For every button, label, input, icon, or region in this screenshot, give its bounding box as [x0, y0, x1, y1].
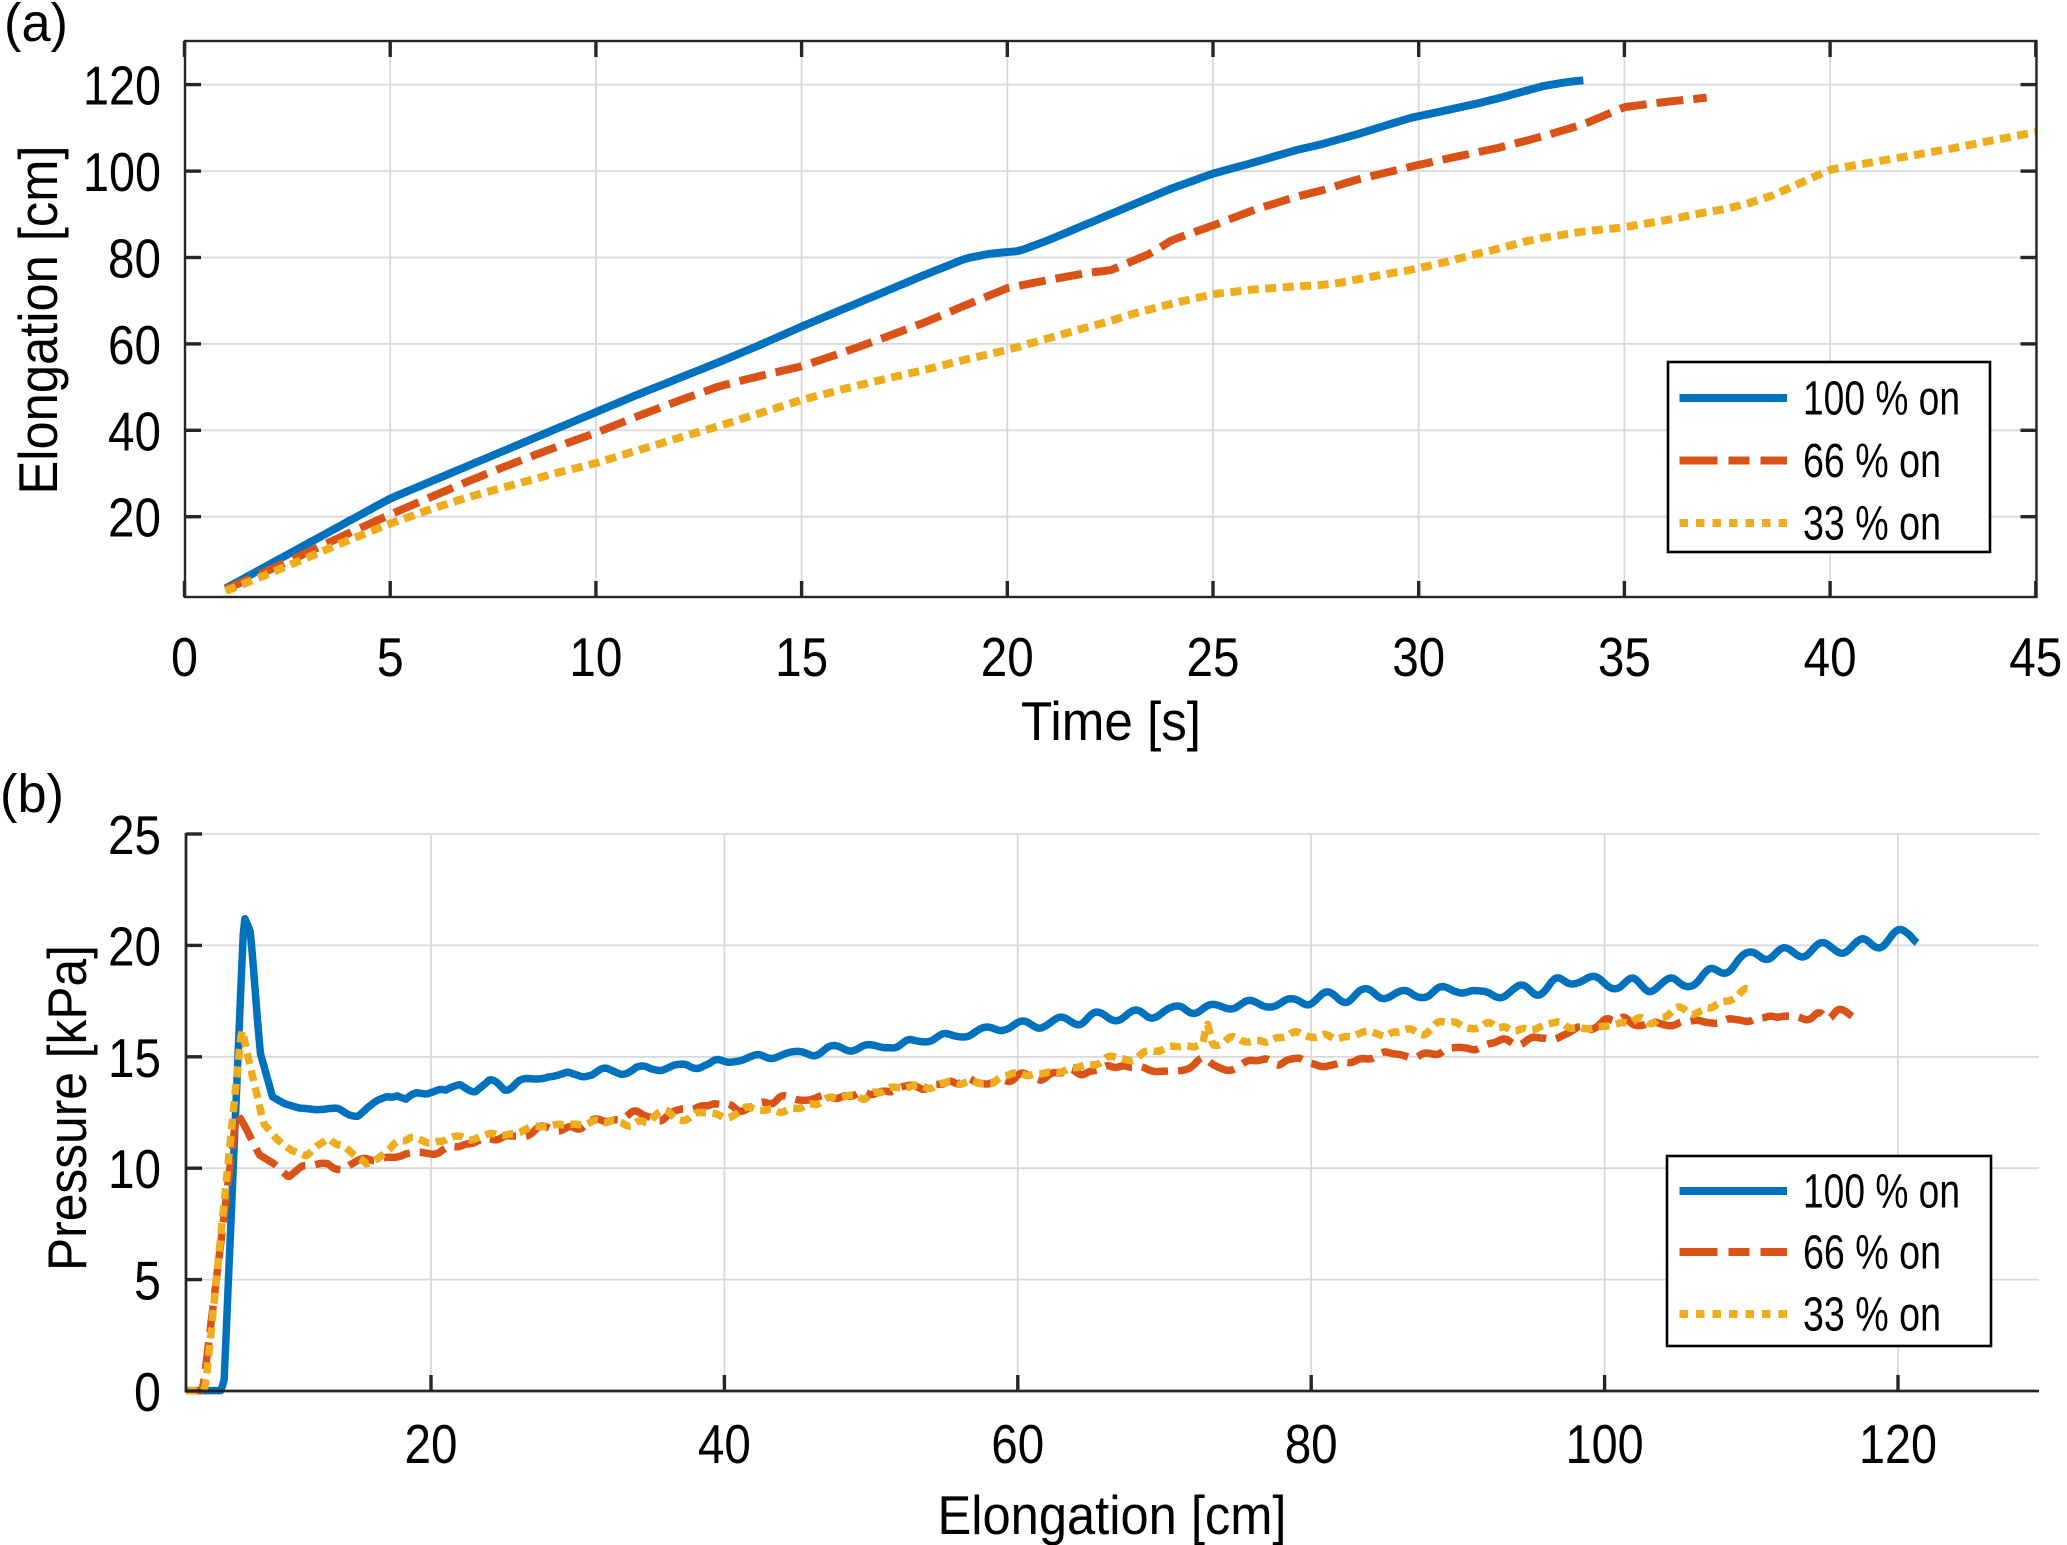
svg-text:45: 45: [2009, 626, 2062, 688]
svg-text:100 % on: 100 % on: [1803, 1166, 1960, 1219]
svg-text:20: 20: [981, 626, 1034, 688]
svg-text:30: 30: [1392, 626, 1445, 688]
svg-text:(a): (a): [4, 0, 68, 53]
svg-text:100: 100: [1566, 1413, 1644, 1475]
svg-text:25: 25: [108, 804, 161, 866]
svg-text:10: 10: [569, 626, 622, 688]
svg-text:15: 15: [775, 626, 828, 688]
svg-text:120: 120: [83, 55, 161, 117]
svg-text:25: 25: [1187, 626, 1240, 688]
svg-text:80: 80: [108, 228, 161, 290]
svg-text:40: 40: [1804, 626, 1857, 688]
svg-text:Pressure [kPa]: Pressure [kPa]: [36, 945, 98, 1271]
svg-text:10: 10: [108, 1138, 161, 1200]
svg-text:66 % on: 66 % on: [1803, 1227, 1941, 1280]
svg-text:(b): (b): [0, 764, 64, 824]
svg-text:15: 15: [108, 1027, 161, 1089]
svg-text:40: 40: [698, 1413, 751, 1475]
svg-text:Elongation [cm]: Elongation [cm]: [938, 1484, 1287, 1545]
svg-text:20: 20: [108, 487, 161, 549]
svg-text:5: 5: [134, 1250, 161, 1312]
svg-text:Elongation [cm]: Elongation [cm]: [7, 146, 69, 495]
svg-text:0: 0: [134, 1361, 161, 1423]
svg-text:120: 120: [1859, 1413, 1937, 1475]
svg-text:100 % on: 100 % on: [1803, 373, 1960, 426]
svg-text:33 % on: 33 % on: [1803, 1289, 1941, 1342]
svg-text:60: 60: [108, 314, 161, 376]
svg-text:100: 100: [83, 141, 161, 203]
svg-text:20: 20: [108, 915, 161, 977]
svg-text:80: 80: [1285, 1413, 1338, 1475]
svg-text:66 % on: 66 % on: [1803, 435, 1941, 488]
svg-text:40: 40: [108, 400, 161, 462]
svg-text:20: 20: [405, 1413, 458, 1475]
svg-text:60: 60: [991, 1413, 1044, 1475]
svg-text:35: 35: [1598, 626, 1651, 688]
svg-text:Time [s]: Time [s]: [1021, 690, 1201, 752]
svg-text:33 % on: 33 % on: [1803, 498, 1941, 551]
svg-text:0: 0: [171, 626, 198, 688]
svg-text:5: 5: [377, 626, 404, 688]
